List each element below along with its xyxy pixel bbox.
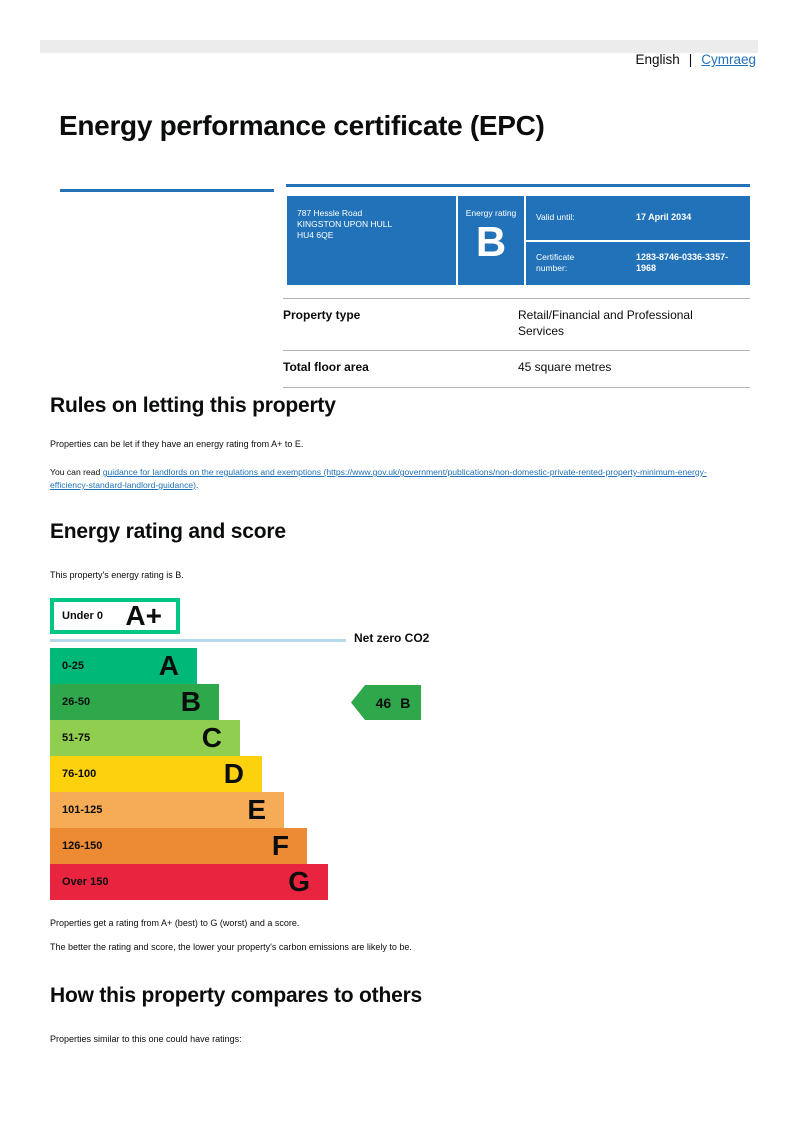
rating-footnote-1: Properties get a rating from A+ (best) t… <box>50 918 300 928</box>
certificate-summary-box: 787 Hessle Road KINGSTON UPON HULL HU4 6… <box>287 196 750 285</box>
band-range-label: Over 150 <box>62 876 109 888</box>
band-range-label: Under 0 <box>62 610 103 622</box>
band-letter: B <box>180 686 201 717</box>
guidance-link-prefix: You can read <box>50 467 103 477</box>
address-line-1: 787 Hessle Road <box>297 208 363 218</box>
epc-band-d: 76-100 D <box>50 756 262 792</box>
band-letter: E <box>247 794 266 825</box>
band-letter: D <box>223 758 244 789</box>
rating-footnote-2: The better the rating and score, the low… <box>50 942 412 952</box>
band-range-label: 76-100 <box>62 768 97 780</box>
property-type-label: Property type <box>283 308 361 322</box>
rating-indicator-arrow: 46 B <box>351 685 421 720</box>
band-range-label: 126-150 <box>62 840 103 852</box>
band-range-label: 51-75 <box>62 732 91 744</box>
epc-band-e: 101-125 E <box>50 792 284 828</box>
landlord-guidance-link[interactable]: guidance for landlords on the regulation… <box>50 467 707 490</box>
energy-rating-label: Energy rating <box>465 208 517 218</box>
floor-area-row: Total floor area 45 square metres <box>283 350 750 388</box>
language-separator: | <box>688 52 693 67</box>
rules-guidance-paragraph: You can read guidance for landlords on t… <box>50 466 736 492</box>
rating-section-heading: Energy rating and score <box>50 520 286 543</box>
epc-band-a-plus: Under 0 A+ <box>50 598 180 634</box>
epc-bands: 0-25 A 26-50 B 51-75 C 76-100 D 101-125 E 126-150 F… <box>50 648 328 900</box>
certificate-number-row: Certificate number: 1283-8746-0336-3357-… <box>526 241 750 285</box>
band-range-label: 26-50 <box>62 696 91 708</box>
property-address: 787 Hessle Road KINGSTON UPON HULL HU4 6… <box>287 196 456 285</box>
net-zero-line <box>50 639 346 642</box>
guidance-link-suffix: . <box>196 479 199 490</box>
property-type-value: Retail/Financial and Professional Servic… <box>518 308 693 338</box>
epc-band-c: 51-75 C <box>50 720 240 756</box>
top-divider-bar <box>40 40 758 53</box>
language-switcher: English | Cymraeg <box>635 52 756 67</box>
page-title: Energy performance certificate (EPC) <box>59 110 545 141</box>
energy-rating-chart: Under 0 A+ Net zero CO2 0-25 A 26-50 B 51-75… <box>50 594 520 906</box>
rating-band: B <box>400 694 411 711</box>
floor-area-value: 45 square metres <box>518 360 612 375</box>
valid-until-label: Valid until: <box>536 212 575 223</box>
band-range-label: 101-125 <box>62 804 103 816</box>
epc-band-g: Over 150 G <box>50 864 328 900</box>
certificate-number-label: Certificate number: <box>536 252 575 274</box>
address-line-2: KINGSTON UPON HULL <box>297 219 393 230</box>
epc-band-f: 126-150 F <box>50 828 307 864</box>
property-type-row: Property type Retail/Financial and Profe… <box>283 298 750 350</box>
rules-section-heading: Rules on letting this property <box>50 394 336 417</box>
energy-rating-letter: B <box>475 218 507 265</box>
band-letter: C <box>201 722 222 753</box>
certificate-details: Valid until: 17 April 2034 Certificate n… <box>526 196 750 285</box>
title-underline-left <box>60 189 274 192</box>
energy-rating-cell: Energy rating B <box>458 196 524 285</box>
language-current: English <box>635 52 680 67</box>
certificate-number-value: 1283-8746-0336-3357-1968 <box>636 251 729 274</box>
valid-until-row: Valid until: 17 April 2034 <box>526 196 750 240</box>
compare-intro: Properties similar to this one could hav… <box>50 1034 242 1044</box>
band-letter: F <box>271 830 289 861</box>
floor-area-label: Total floor area <box>283 360 369 375</box>
band-letter: G <box>288 866 310 897</box>
address-line-3: HU4 6QE <box>297 230 334 241</box>
rating-score: 46 <box>375 694 392 711</box>
rules-paragraph: Properties can be let if they have an en… <box>50 439 304 449</box>
band-range-label: 0-25 <box>62 660 85 672</box>
net-zero-label: Net zero CO2 <box>354 631 430 645</box>
title-underline-right <box>286 184 750 187</box>
language-link-cymraeg[interactable]: Cymraeg <box>701 52 756 67</box>
rating-intro: This property's energy rating is B. <box>50 570 184 580</box>
epc-band-b: 26-50 B <box>50 684 219 720</box>
valid-until-value: 17 April 2034 <box>636 211 692 222</box>
epc-band-a: 0-25 A <box>50 648 197 684</box>
band-letter: A+ <box>125 600 162 631</box>
compare-section-heading: How this property compares to others <box>50 984 423 1007</box>
band-letter: A <box>158 650 179 681</box>
property-details-table: Property type Retail/Financial and Profe… <box>283 298 750 388</box>
